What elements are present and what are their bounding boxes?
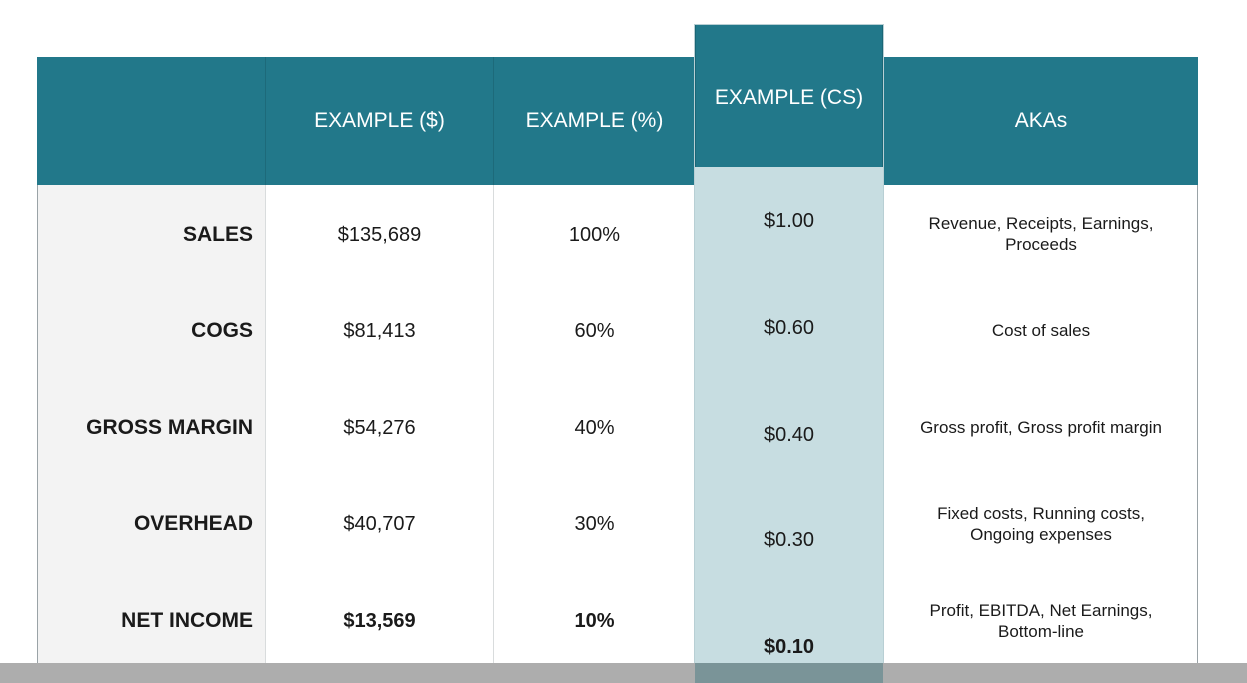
row-label-net-income: NET INCOME [121,609,253,632]
aka-line: Bottom-line [998,622,1084,641]
header-example-cs: EXAMPLE (CS) [714,85,864,109]
gross-margin-akas: Gross profit, Gross profit margin [884,417,1198,438]
sales-akas: Revenue, Receipts, Earnings, Proceeds [884,213,1198,255]
aka-line: Ongoing expenses [970,525,1112,544]
row-label-gross-margin: GROSS MARGIN [86,416,253,439]
row-label-cogs: COGS [191,319,253,342]
header-akas: AKAs [1014,109,1068,132]
aka-line: Gross profit, Gross profit margin [920,418,1162,437]
gross-margin-cs: $0.40 [763,424,815,446]
cogs-akas: Cost of sales [884,320,1198,341]
cogs-cs: $0.60 [763,317,815,339]
overhead-cs: $0.30 [763,529,815,551]
row-label-sales: SALES [182,223,253,246]
header-example-dollars: EXAMPLE ($) [314,109,445,132]
highlighted-column-header [695,25,883,167]
sales-cs: $1.00 [763,210,815,232]
overhead-percent: 30% [574,513,615,535]
row-label-column [38,185,266,667]
row-label-overhead: OVERHEAD [133,512,253,535]
column-divider [493,57,494,668]
bottom-shade-bar-highlight [695,663,883,683]
net-income-dollars: $13,569 [343,610,416,632]
net-income-cs: $0.10 [763,636,815,658]
header-example-percent: EXAMPLE (%) [525,109,664,132]
table-header-row [37,57,1198,185]
header-column-divider [493,57,494,185]
gross-margin-dollars: $54,276 [343,417,416,439]
overhead-dollars: $40,707 [343,513,416,535]
bottom-shade-bar [0,663,1247,683]
aka-line: Proceeds [1005,235,1077,254]
aka-line: Revenue, Receipts, Earnings, [928,214,1154,233]
aka-line: Cost of sales [991,321,1091,340]
overhead-akas: Fixed costs, Running costs, Ongoing expe… [884,503,1198,545]
gross-margin-percent: 40% [574,417,615,439]
sales-percent: 100% [568,224,621,246]
aka-line: Fixed costs, Running costs, [937,504,1145,523]
header-label-cell [38,57,265,185]
header-column-divider [265,57,266,185]
sales-dollars: $135,689 [337,224,422,246]
aka-line: Profit, EBITDA, Net Earnings, [929,601,1153,620]
column-divider [265,57,266,668]
net-income-percent: 10% [574,610,615,632]
cogs-dollars: $81,413 [343,320,416,342]
net-income-akas: Profit, EBITDA, Net Earnings, Bottom-lin… [884,600,1198,642]
cogs-percent: 60% [574,320,615,342]
